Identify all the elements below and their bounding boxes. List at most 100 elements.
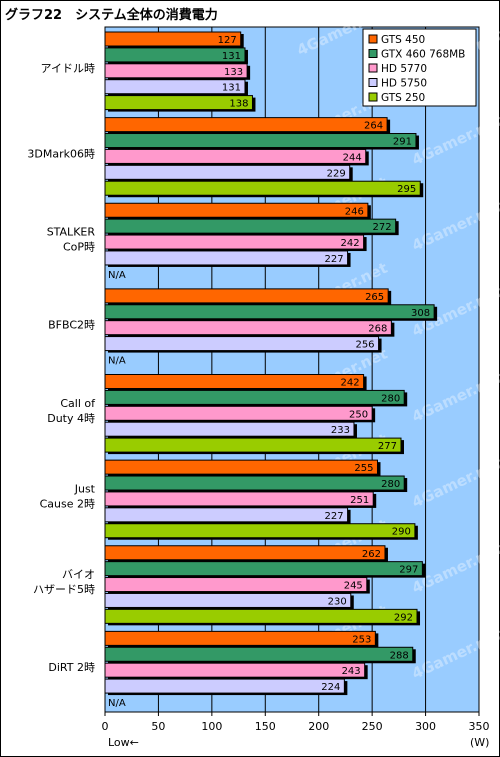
data-label: 229 [327, 168, 346, 179]
x-tick-label: 200 [308, 720, 329, 733]
bar [104, 117, 388, 133]
bar [104, 148, 367, 164]
bar [104, 336, 380, 352]
bar [104, 421, 355, 437]
bar [104, 630, 376, 646]
data-label: 242 [341, 238, 360, 249]
x-tick-label: 250 [362, 720, 383, 733]
data-label: 131 [222, 51, 241, 62]
data-label: 224 [321, 682, 340, 693]
data-label: 251 [350, 495, 369, 506]
bar [104, 31, 242, 47]
x-tick-label: 50 [151, 720, 165, 733]
category-label: BFBC2時 [48, 319, 95, 332]
data-label: 265 [365, 292, 384, 303]
bar [104, 678, 345, 694]
data-label: 230 [328, 596, 347, 607]
bar [104, 63, 248, 79]
data-label: 264 [364, 121, 383, 132]
x-tick-label: 350 [469, 720, 490, 733]
data-label: 288 [390, 650, 409, 661]
bar [104, 320, 392, 336]
bar [104, 437, 402, 453]
data-label: 243 [342, 666, 361, 677]
legend-label: GTX 460 768MB [381, 49, 465, 61]
bar [104, 491, 374, 507]
x-tick-label: 150 [255, 720, 276, 733]
bar [104, 577, 368, 593]
bar [104, 234, 365, 250]
data-label: 233 [331, 425, 350, 436]
category-label: DiRT 2時 [48, 661, 95, 674]
data-label: 308 [411, 308, 430, 319]
legend-swatch [368, 34, 378, 44]
data-label: 227 [324, 511, 343, 522]
bar [104, 389, 405, 405]
data-label: 280 [381, 479, 400, 490]
legend-swatch [368, 49, 378, 58]
bar [104, 459, 378, 475]
x-tick-label: 100 [201, 720, 222, 733]
legend-swatch [368, 92, 378, 102]
data-label: 297 [399, 565, 418, 576]
data-label: 246 [345, 206, 364, 217]
missing-label: N/A [108, 698, 126, 709]
chart-title: グラフ22 システム全体の消費電力 [5, 8, 218, 23]
data-label: 292 [394, 612, 413, 623]
bar [104, 523, 416, 539]
data-label: 253 [352, 634, 371, 645]
category-label: 3DMark06時 [27, 147, 95, 160]
bar [104, 646, 414, 662]
unit-label: (W) [470, 736, 489, 749]
legend-label: HD 5770 [381, 63, 427, 75]
bar [104, 202, 369, 218]
bar [104, 374, 365, 389]
bar [104, 561, 423, 577]
category-label: STALKER [47, 226, 96, 239]
legend-label: GTS 450 [381, 34, 425, 46]
data-label: 256 [355, 340, 374, 351]
legend-swatch [368, 78, 378, 87]
bar [104, 47, 246, 63]
missing-label: N/A [108, 270, 126, 281]
data-label: 280 [381, 393, 400, 404]
bar [104, 405, 373, 421]
data-label: 295 [397, 184, 416, 195]
bar [104, 608, 418, 624]
bar [104, 79, 246, 95]
category-label: アイドル時 [41, 62, 95, 75]
x-tick-label: 300 [415, 720, 436, 733]
bar [104, 304, 435, 320]
data-label: 131 [222, 83, 241, 94]
data-label: 272 [373, 222, 392, 233]
bar [104, 507, 349, 523]
category-label: バイオ [62, 568, 95, 581]
data-label: 245 [344, 581, 363, 592]
bar [104, 218, 397, 234]
data-label: 127 [218, 35, 237, 46]
category-label: Duty 4時 [47, 412, 95, 425]
data-label: 138 [229, 99, 248, 110]
category-label: Just [74, 482, 96, 495]
data-label: 133 [224, 67, 243, 78]
data-label: 244 [343, 152, 362, 163]
direction-note: Low← [108, 736, 139, 749]
bar [104, 164, 351, 180]
legend-label: GTS 250 [381, 92, 425, 104]
bar [104, 592, 352, 608]
data-label: 291 [393, 137, 412, 148]
category-label: ハザード5時 [33, 583, 95, 596]
category-label: Cause 2時 [40, 497, 95, 510]
bar [104, 95, 253, 111]
bar [104, 288, 389, 304]
data-label: 277 [378, 441, 397, 452]
data-label: 290 [392, 527, 411, 538]
data-label: 262 [362, 549, 381, 560]
bar [104, 545, 386, 561]
bar [104, 133, 417, 149]
data-label: 227 [324, 254, 343, 265]
legend-label: HD 5750 [381, 78, 427, 90]
bar [104, 662, 366, 678]
x-tick-label: 0 [102, 720, 109, 733]
